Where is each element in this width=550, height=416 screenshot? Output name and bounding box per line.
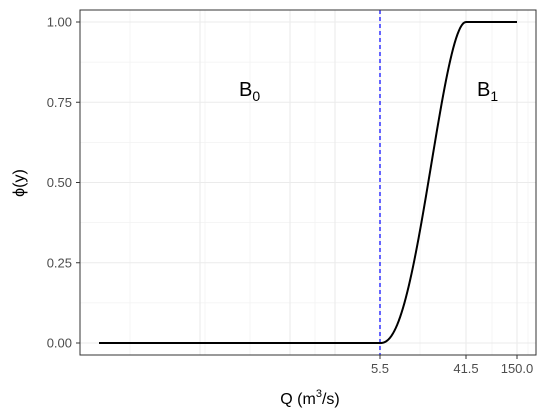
- annotation-b1-base: B: [477, 79, 490, 101]
- x-tick-label: 150.0: [501, 361, 534, 376]
- x-axis-ticks: 5.5 41.5 150.0: [371, 355, 533, 376]
- x-tick-label: 5.5: [371, 361, 389, 376]
- x-axis-title-base: Q (m: [280, 391, 316, 408]
- annotation-b0-base: B: [239, 79, 252, 101]
- y-tick-label: 0.00: [47, 336, 72, 351]
- annotation-b1: B1: [477, 79, 498, 104]
- annotation-b1-sub: 1: [490, 88, 498, 104]
- x-axis-title-tail: /s): [322, 391, 340, 408]
- y-tick-label: 0.75: [47, 95, 72, 110]
- y-axis-title: ϕ(y): [11, 169, 28, 197]
- y-tick-label: 0.50: [47, 175, 72, 190]
- annotation-b0: B0: [239, 79, 260, 104]
- annotation-b0-sub: 0: [252, 88, 260, 104]
- x-axis-title: Q (m3/s): [280, 388, 339, 408]
- y-tick-label: 1.00: [47, 15, 72, 30]
- x-tick-label: 41.5: [453, 361, 478, 376]
- x-axis-title-sup: 3: [316, 388, 322, 400]
- series-line: [99, 21, 517, 344]
- y-tick-label: 0.25: [47, 255, 72, 270]
- y-axis-ticks: 0.00 0.25 0.50 0.75 1.00: [47, 15, 80, 351]
